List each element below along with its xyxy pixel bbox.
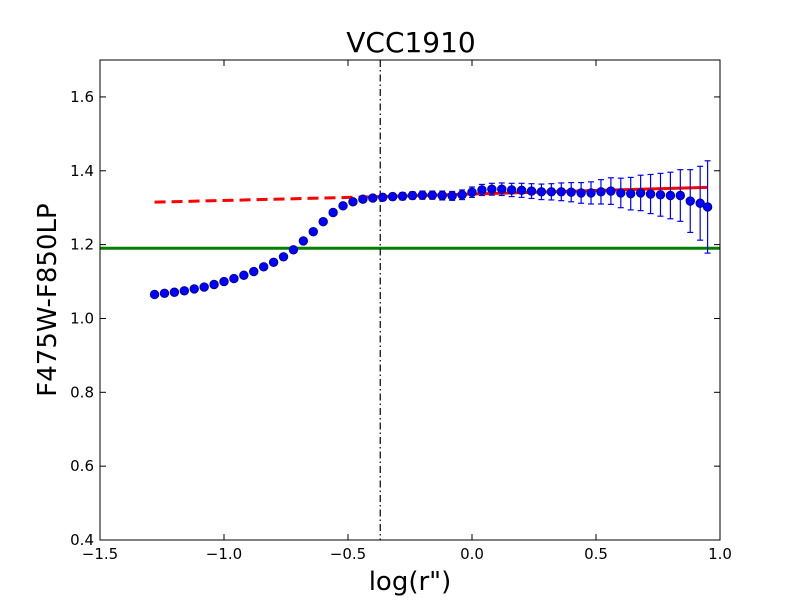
data-point (397, 191, 408, 201)
y-axis-label: F475W-F850LP (33, 203, 63, 396)
data-point (368, 193, 378, 203)
data-point (457, 190, 467, 200)
data-point (606, 186, 616, 196)
data-point (427, 190, 438, 200)
data-point (526, 186, 537, 196)
data-point (497, 184, 507, 194)
data-point (447, 191, 457, 201)
data-point (149, 289, 160, 300)
x-tick-label: −0.5 (330, 545, 366, 563)
data-point (655, 190, 666, 200)
data-point (407, 190, 418, 201)
data-point (328, 207, 338, 218)
plot-content (100, 60, 720, 540)
data-point (298, 236, 309, 246)
data-point (556, 187, 566, 197)
data-point (229, 273, 239, 284)
data-point (239, 270, 249, 280)
data-point (616, 188, 626, 198)
x-tick-label: 0.5 (584, 545, 608, 563)
data-point (219, 276, 229, 287)
data-point (318, 217, 328, 227)
x-tick-label: 0.0 (460, 545, 484, 563)
data-point (179, 286, 190, 296)
data-point (249, 266, 259, 277)
data-point (189, 284, 199, 294)
data-point (536, 187, 547, 197)
data-point (258, 262, 269, 272)
y-tick-label: 1.4 (70, 162, 94, 180)
data-point (665, 190, 676, 201)
data-point (378, 192, 388, 203)
data-point (417, 190, 428, 200)
data-point (576, 188, 586, 198)
y-tick-label: 0.8 (70, 383, 94, 401)
data-point (308, 226, 318, 237)
data-point (348, 197, 358, 207)
data-point (487, 184, 497, 194)
data-point (702, 202, 713, 212)
data-point (477, 185, 487, 195)
data-point (635, 188, 646, 198)
data-point (695, 198, 705, 208)
data-point (159, 288, 170, 299)
data-point (387, 191, 398, 202)
data-point (338, 201, 348, 211)
y-tick-label: 0.4 (70, 531, 94, 549)
data-point (596, 187, 606, 197)
data-point (278, 252, 289, 262)
fit-line-dashed (154, 195, 381, 204)
plot-frame (99, 59, 721, 541)
y-tick-label: 1.6 (70, 88, 94, 106)
plot-area (100, 60, 720, 540)
data-point (437, 190, 447, 201)
y-tick-label: 0.6 (70, 457, 94, 475)
data-point (199, 282, 209, 292)
data-point (209, 279, 219, 290)
axis-ticks: −1.5 −1.0 −0.5 0.0 0.5 1.0 0.4 0.6 0.8 1.0 1.2 1.4 1… (70, 60, 732, 563)
data-point (586, 188, 596, 198)
y-tick-label: 1.0 (70, 309, 94, 327)
x-tick-label: −1.0 (206, 545, 242, 563)
chart-title: VCC1910 (346, 26, 476, 59)
data-point (645, 189, 656, 199)
data-point (685, 196, 695, 206)
data-point (516, 185, 527, 196)
x-tick-label: −1.5 (82, 545, 118, 563)
data-point (546, 187, 557, 197)
data-point (626, 188, 636, 199)
x-axis-label: log(r") (369, 567, 452, 597)
data-point (467, 187, 477, 197)
data-point (169, 287, 180, 297)
data-point (358, 194, 368, 204)
data-point (288, 245, 299, 255)
data-point (268, 257, 279, 268)
data-point (675, 190, 686, 201)
x-tick-label: 1.0 (708, 545, 732, 563)
y-tick-label: 1.2 (70, 236, 94, 254)
data-point (506, 185, 517, 195)
data-point (566, 187, 576, 197)
